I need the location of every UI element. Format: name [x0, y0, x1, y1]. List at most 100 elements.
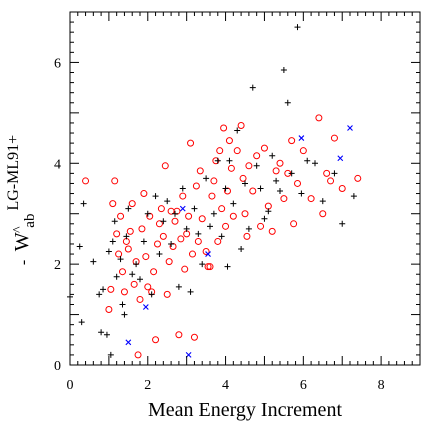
data-point-circle [194, 237, 202, 245]
data-point-circle [150, 268, 158, 276]
data-point-plus [298, 190, 305, 197]
data-point-plus [129, 271, 136, 278]
data-point-circle [239, 174, 247, 182]
data-point-circle [159, 232, 167, 240]
data-point-circle [163, 290, 171, 298]
data-point-plus [218, 233, 225, 240]
data-point-circle [190, 333, 198, 341]
data-point-plus [222, 185, 229, 192]
data-point-circle [115, 250, 123, 258]
data-point-circle [220, 124, 228, 132]
data-point-circle [82, 177, 90, 185]
data-point-circle [140, 190, 148, 198]
data-point-cross [337, 155, 344, 162]
data-point-circle [294, 179, 301, 187]
data-point-plus [160, 218, 167, 225]
data-point-circle [107, 285, 115, 293]
data-point-plus [123, 233, 130, 240]
data-point-plus [172, 210, 178, 217]
data-point-circle [208, 192, 216, 200]
data-point-circle [136, 295, 144, 303]
data-point-plus [210, 210, 217, 217]
data-point-circle [119, 268, 126, 276]
data-point-plus [113, 273, 120, 280]
data-point-circle [243, 232, 251, 240]
data-point-circle [210, 177, 218, 185]
x-axis-title: Mean Energy Increment [148, 399, 342, 421]
data-point-plus [253, 162, 260, 169]
data-point-circle [187, 139, 195, 147]
x-tick-label: 8 [378, 378, 385, 393]
data-point-plus [207, 223, 213, 230]
data-point-plus [273, 177, 280, 184]
data-point-circle [175, 331, 183, 339]
data-point-plus [78, 319, 85, 326]
plot-frame [69, 11, 421, 366]
data-point-circle [152, 336, 160, 344]
data-point-plus [214, 157, 221, 164]
data-point-plus [98, 329, 105, 336]
data-point-plus [156, 251, 163, 258]
y-tick-label: 0 [54, 359, 61, 374]
data-point-circle [315, 114, 323, 122]
data-point-circle [290, 220, 298, 228]
data-point-cross [298, 135, 305, 141]
y-tick-label: 2 [54, 258, 61, 273]
y-axis-title-prefix: - [15, 260, 32, 265]
data-point-plus [265, 208, 272, 215]
data-point-plus [103, 331, 110, 338]
data-point-circle [117, 212, 125, 220]
data-point-circle [214, 237, 222, 245]
data-point-plus [119, 301, 126, 308]
x-tick-label: 0 [67, 378, 74, 393]
data-point-circle [138, 225, 146, 233]
data-point-plus [245, 225, 252, 232]
data-point-circle [109, 200, 117, 208]
data-point-plus [269, 152, 276, 159]
data-point-plus [339, 220, 346, 227]
data-point-plus [109, 238, 116, 245]
y-axis-title-main: W [11, 232, 33, 251]
data-point-plus [152, 193, 159, 200]
data-point-plus [257, 185, 264, 192]
data-point-plus [203, 175, 210, 182]
data-point-plus [133, 261, 140, 268]
data-point-circle [181, 265, 189, 273]
data-point-circle [253, 152, 261, 160]
data-point-circle [154, 240, 161, 248]
data-point-circle [128, 200, 136, 208]
data-point-plus [148, 291, 155, 298]
data-point-circle [144, 283, 152, 291]
data-point-plus [179, 185, 186, 192]
data-point-cross [205, 251, 211, 257]
data-point-plus [117, 256, 124, 263]
data-point-circle [130, 280, 138, 288]
data-point-plus [277, 188, 283, 195]
data-point-circle [198, 215, 206, 223]
y-axis-title-superscript: LG-ML91+ [5, 135, 22, 211]
data-point-circle [165, 258, 173, 266]
data-point-plus [80, 200, 87, 207]
data-point-circle [327, 177, 335, 185]
data-point-circle [134, 351, 142, 359]
data-point-circle [189, 250, 196, 258]
data-point-plus [125, 205, 132, 212]
x-tick-label: 6 [300, 378, 307, 393]
data-point-circle [288, 137, 296, 145]
tick-labels: 0 2 4 6 8 0 2 4 6 [54, 56, 385, 393]
data-point-plus [230, 200, 237, 207]
data-point-circle [276, 159, 284, 167]
data-point-circle [229, 212, 237, 220]
data-point-circle [241, 210, 249, 218]
data-point-plus [284, 99, 291, 106]
data-point-plus [76, 243, 83, 250]
data-point-circle [142, 253, 150, 261]
data-point-plus [168, 240, 175, 247]
data-point-circle [120, 288, 128, 296]
data-point-plus [312, 160, 318, 167]
data-point-circle [177, 235, 185, 243]
data-point-cross [125, 339, 132, 346]
data-point-circle [245, 162, 253, 170]
